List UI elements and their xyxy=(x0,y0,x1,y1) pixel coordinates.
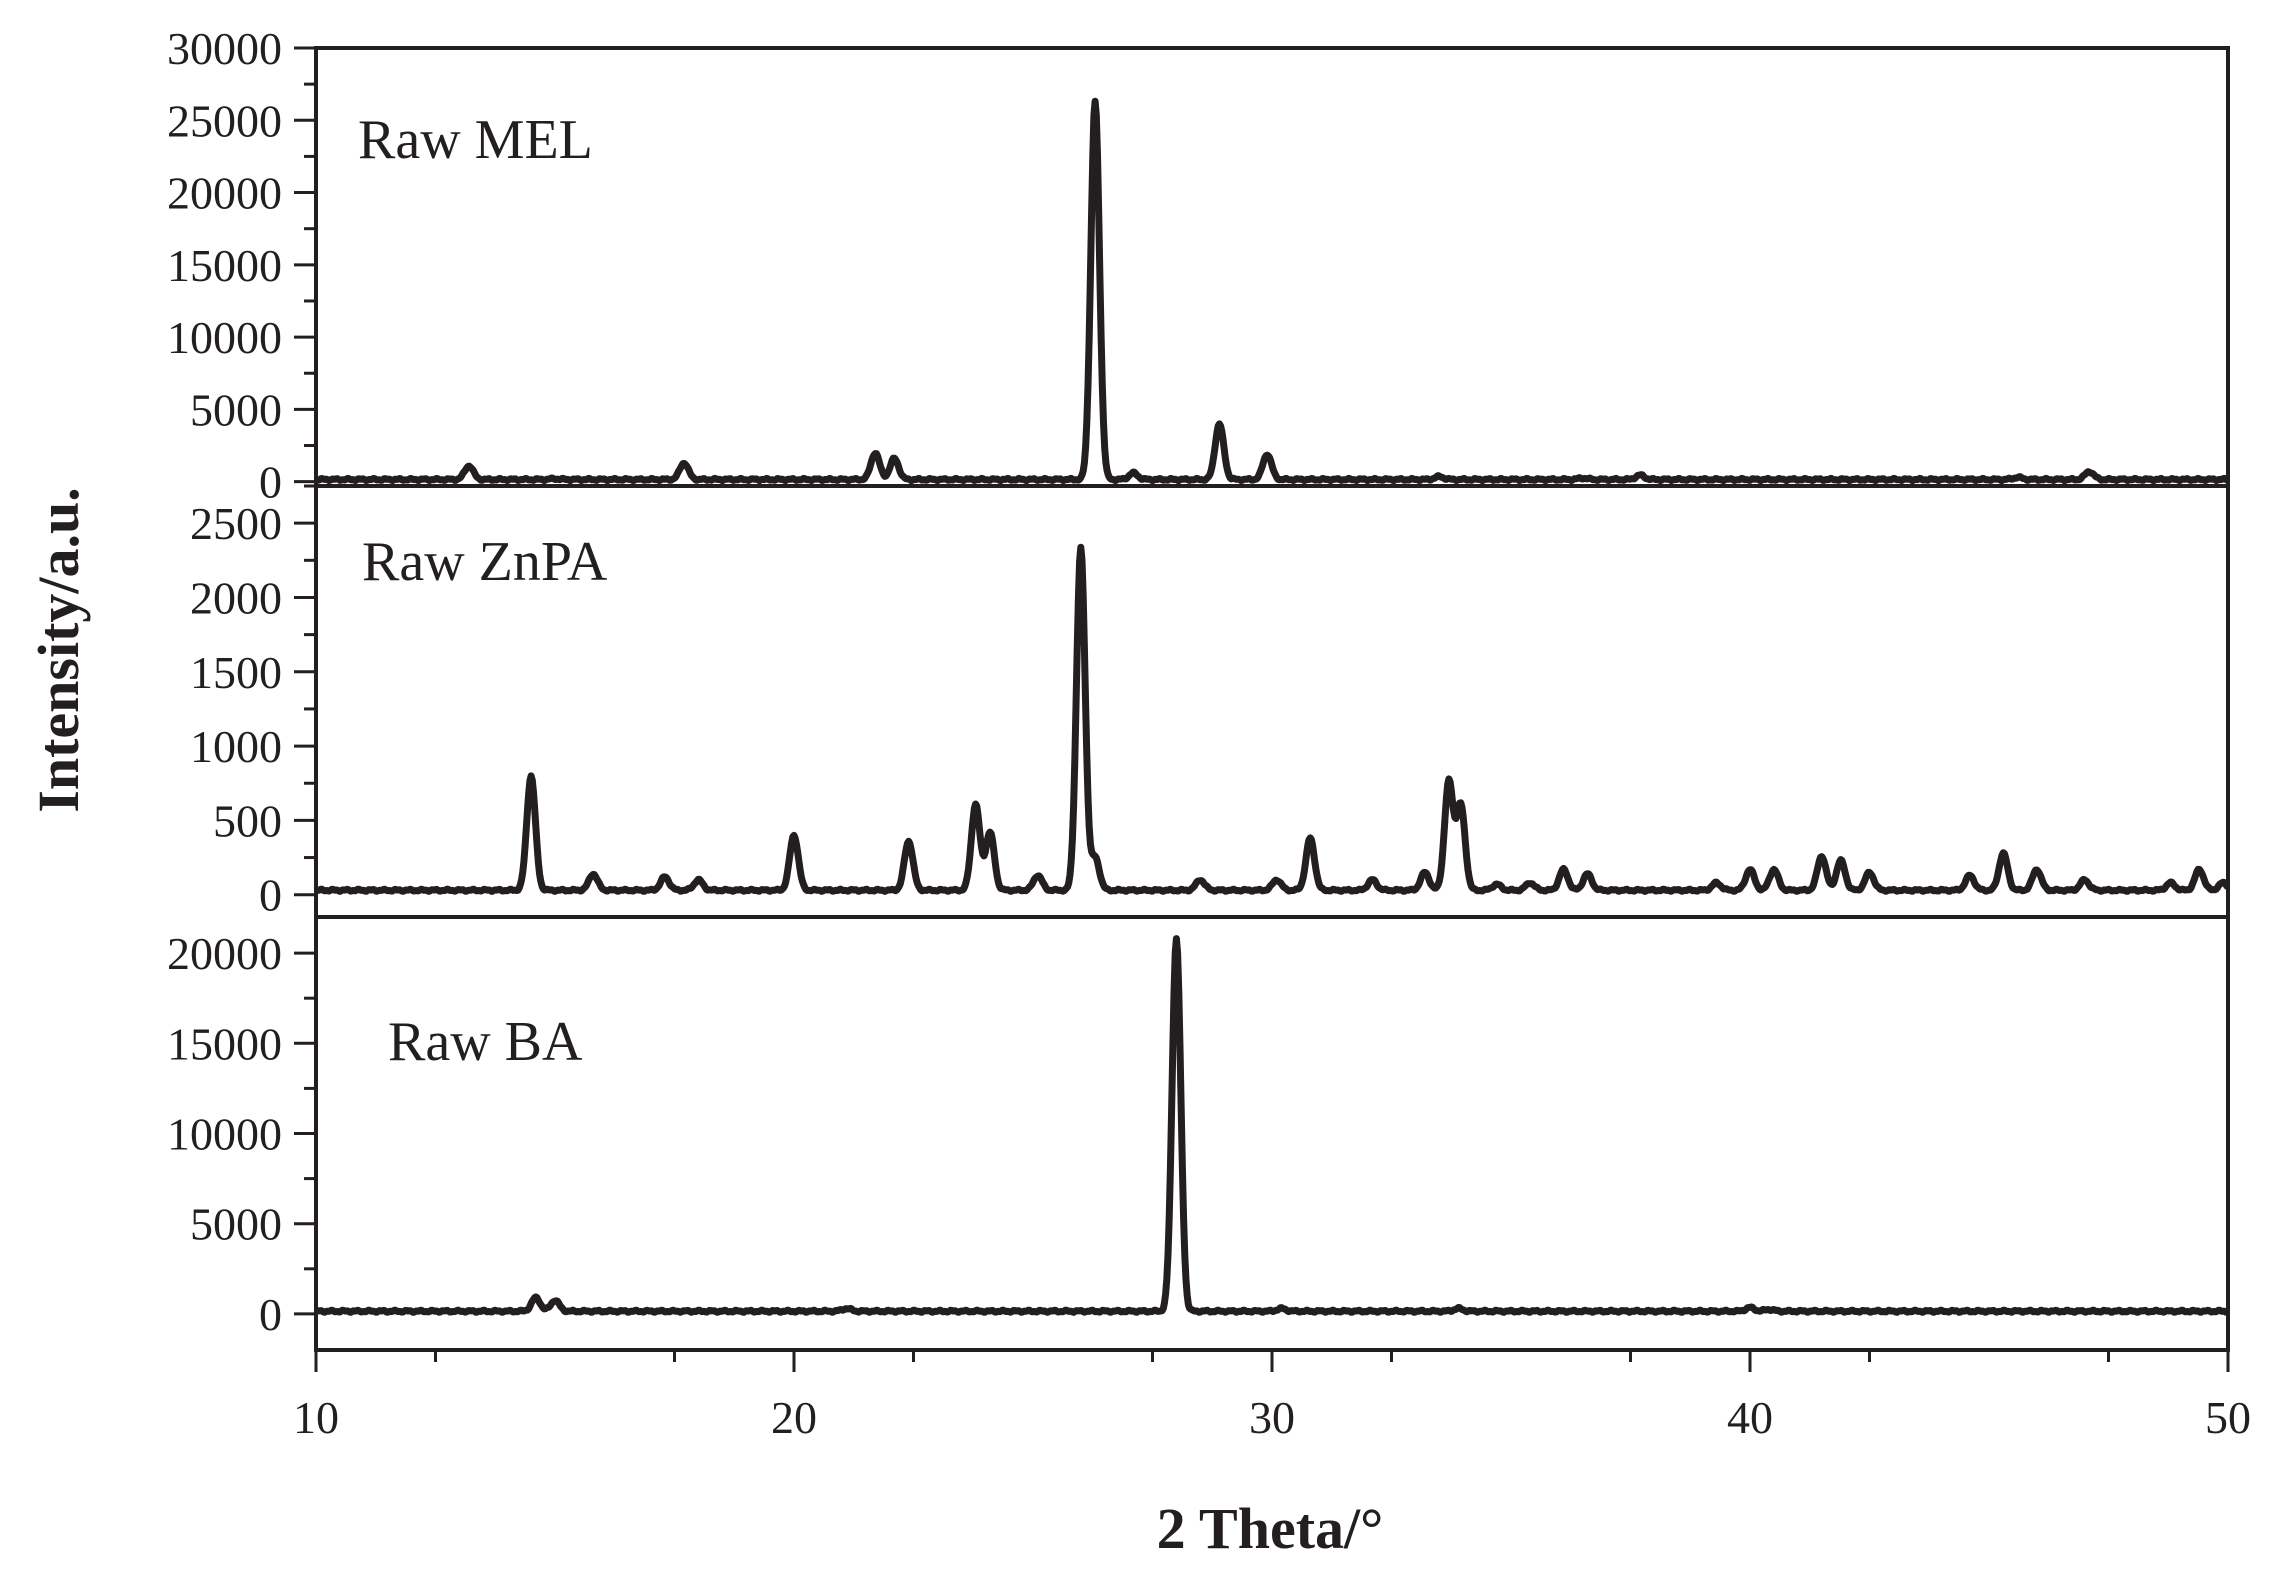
peak-point xyxy=(906,838,912,844)
y-tick-label: 30000 xyxy=(167,23,282,74)
peak-point xyxy=(662,874,668,880)
y-tick-label: 2500 xyxy=(190,498,282,549)
peak-point xyxy=(2015,474,2021,480)
y-tick-label: 0 xyxy=(259,457,282,508)
peak-point xyxy=(1422,869,1428,875)
panel-label: Raw BA xyxy=(388,1011,583,1073)
peak-point xyxy=(1130,470,1136,476)
peak-point xyxy=(1436,474,1442,480)
peak-point xyxy=(1766,1306,1772,1312)
y-tick-label: 25000 xyxy=(167,95,282,146)
y-tick-label: 0 xyxy=(259,1289,282,1340)
peak-point xyxy=(2196,866,2202,872)
peak-point xyxy=(1967,872,1973,878)
peak-point xyxy=(1561,866,1567,872)
peak-point xyxy=(1264,451,1270,457)
peak-point xyxy=(590,871,596,877)
peak-point xyxy=(844,1306,850,1312)
peak-point xyxy=(552,476,558,482)
x-axis-title: 2 Theta/° xyxy=(1157,1496,1384,1561)
y-tick-label: 1000 xyxy=(190,721,282,772)
peak-point xyxy=(552,1297,558,1303)
y-tick-label: 1500 xyxy=(190,647,282,698)
peak-point xyxy=(1819,853,1825,859)
peak-point xyxy=(2082,877,2088,883)
peak-point xyxy=(1092,98,1098,104)
peak-point xyxy=(872,450,878,456)
peak-point xyxy=(1092,855,1098,861)
y-tick-label: 15000 xyxy=(167,240,282,291)
x-tick-label: 20 xyxy=(771,1392,817,1443)
series-line-3 xyxy=(313,935,2231,1316)
peak-point xyxy=(1078,545,1084,551)
peak-point xyxy=(791,832,797,838)
plot-border xyxy=(314,46,2230,1352)
peak-point xyxy=(1455,1306,1461,1312)
peak-point xyxy=(1035,872,1041,878)
peak-point xyxy=(533,1295,539,1301)
x-tick-label: 30 xyxy=(1249,1392,1295,1443)
peak-point xyxy=(1446,779,1452,785)
peak-point xyxy=(1369,877,1375,883)
series-line-1 xyxy=(313,97,2231,485)
peak-point xyxy=(1867,869,1872,875)
panel-2: 0 500 1000 1500 2000 2500 Raw ZnPA xyxy=(190,484,2231,921)
series-line-2 xyxy=(313,543,2231,895)
peak-point xyxy=(1216,421,1222,427)
peak-point xyxy=(1637,472,1643,478)
peak-point xyxy=(466,463,472,469)
peak-point xyxy=(1838,858,1844,864)
peak-point xyxy=(1197,877,1203,883)
peak-point xyxy=(2034,866,2040,872)
x-axis: 10 20 30 40 50 xyxy=(293,1350,2251,1443)
peak-point xyxy=(891,456,897,462)
x-tick-label: 40 xyxy=(1727,1392,1773,1443)
peak-point xyxy=(1494,881,1500,887)
panel-label: Raw ZnPA xyxy=(362,531,608,593)
x-tick-label: 50 xyxy=(2205,1392,2251,1443)
peak-point xyxy=(987,829,993,835)
y-tick-label: 20000 xyxy=(167,168,282,219)
peak-point xyxy=(1279,1306,1285,1312)
panel-3: 0 5000 10000 15000 20000 Raw BA xyxy=(167,928,2231,1340)
peak-point xyxy=(1771,866,1777,872)
peak-point xyxy=(695,877,701,883)
y-tick-label: 0 xyxy=(259,870,282,921)
peak-point xyxy=(1714,880,1720,886)
peak-point xyxy=(2220,880,2226,886)
y-tick-label: 10000 xyxy=(167,1109,282,1160)
peak-point xyxy=(528,773,534,779)
peak-point xyxy=(1458,803,1464,809)
y-tick-label: 5000 xyxy=(190,384,282,435)
y-tick-label: 5000 xyxy=(190,1199,282,1250)
y-tick-label: 500 xyxy=(213,795,282,846)
y-tick-label: 10000 xyxy=(167,312,282,363)
peak-point xyxy=(1580,475,1586,481)
peak-point xyxy=(1584,871,1590,877)
panel-1: 0 5000 10000 15000 20000 25000 30000 Raw MEL xyxy=(167,23,2231,508)
peak-point xyxy=(1527,880,1533,886)
peak-point xyxy=(1747,866,1753,872)
peak-point xyxy=(2168,880,2174,886)
peak-point xyxy=(1747,1305,1753,1311)
peak-point xyxy=(681,460,687,466)
peak-point xyxy=(2000,850,2006,856)
peak-point xyxy=(973,801,979,807)
x-tick-label: 10 xyxy=(293,1392,339,1443)
panel-label: Raw MEL xyxy=(358,109,593,171)
peak-point xyxy=(1173,936,1179,942)
y-axis-title: Intensity/a.u. xyxy=(26,487,91,813)
y-tick-label: 20000 xyxy=(167,928,282,979)
peak-point xyxy=(2086,469,2092,475)
peak-point xyxy=(1274,877,1280,883)
y-tick-label: 15000 xyxy=(167,1018,282,1069)
plot-frame xyxy=(314,46,2230,1352)
peak-point xyxy=(1307,835,1313,841)
y-tick-label: 2000 xyxy=(190,572,282,623)
